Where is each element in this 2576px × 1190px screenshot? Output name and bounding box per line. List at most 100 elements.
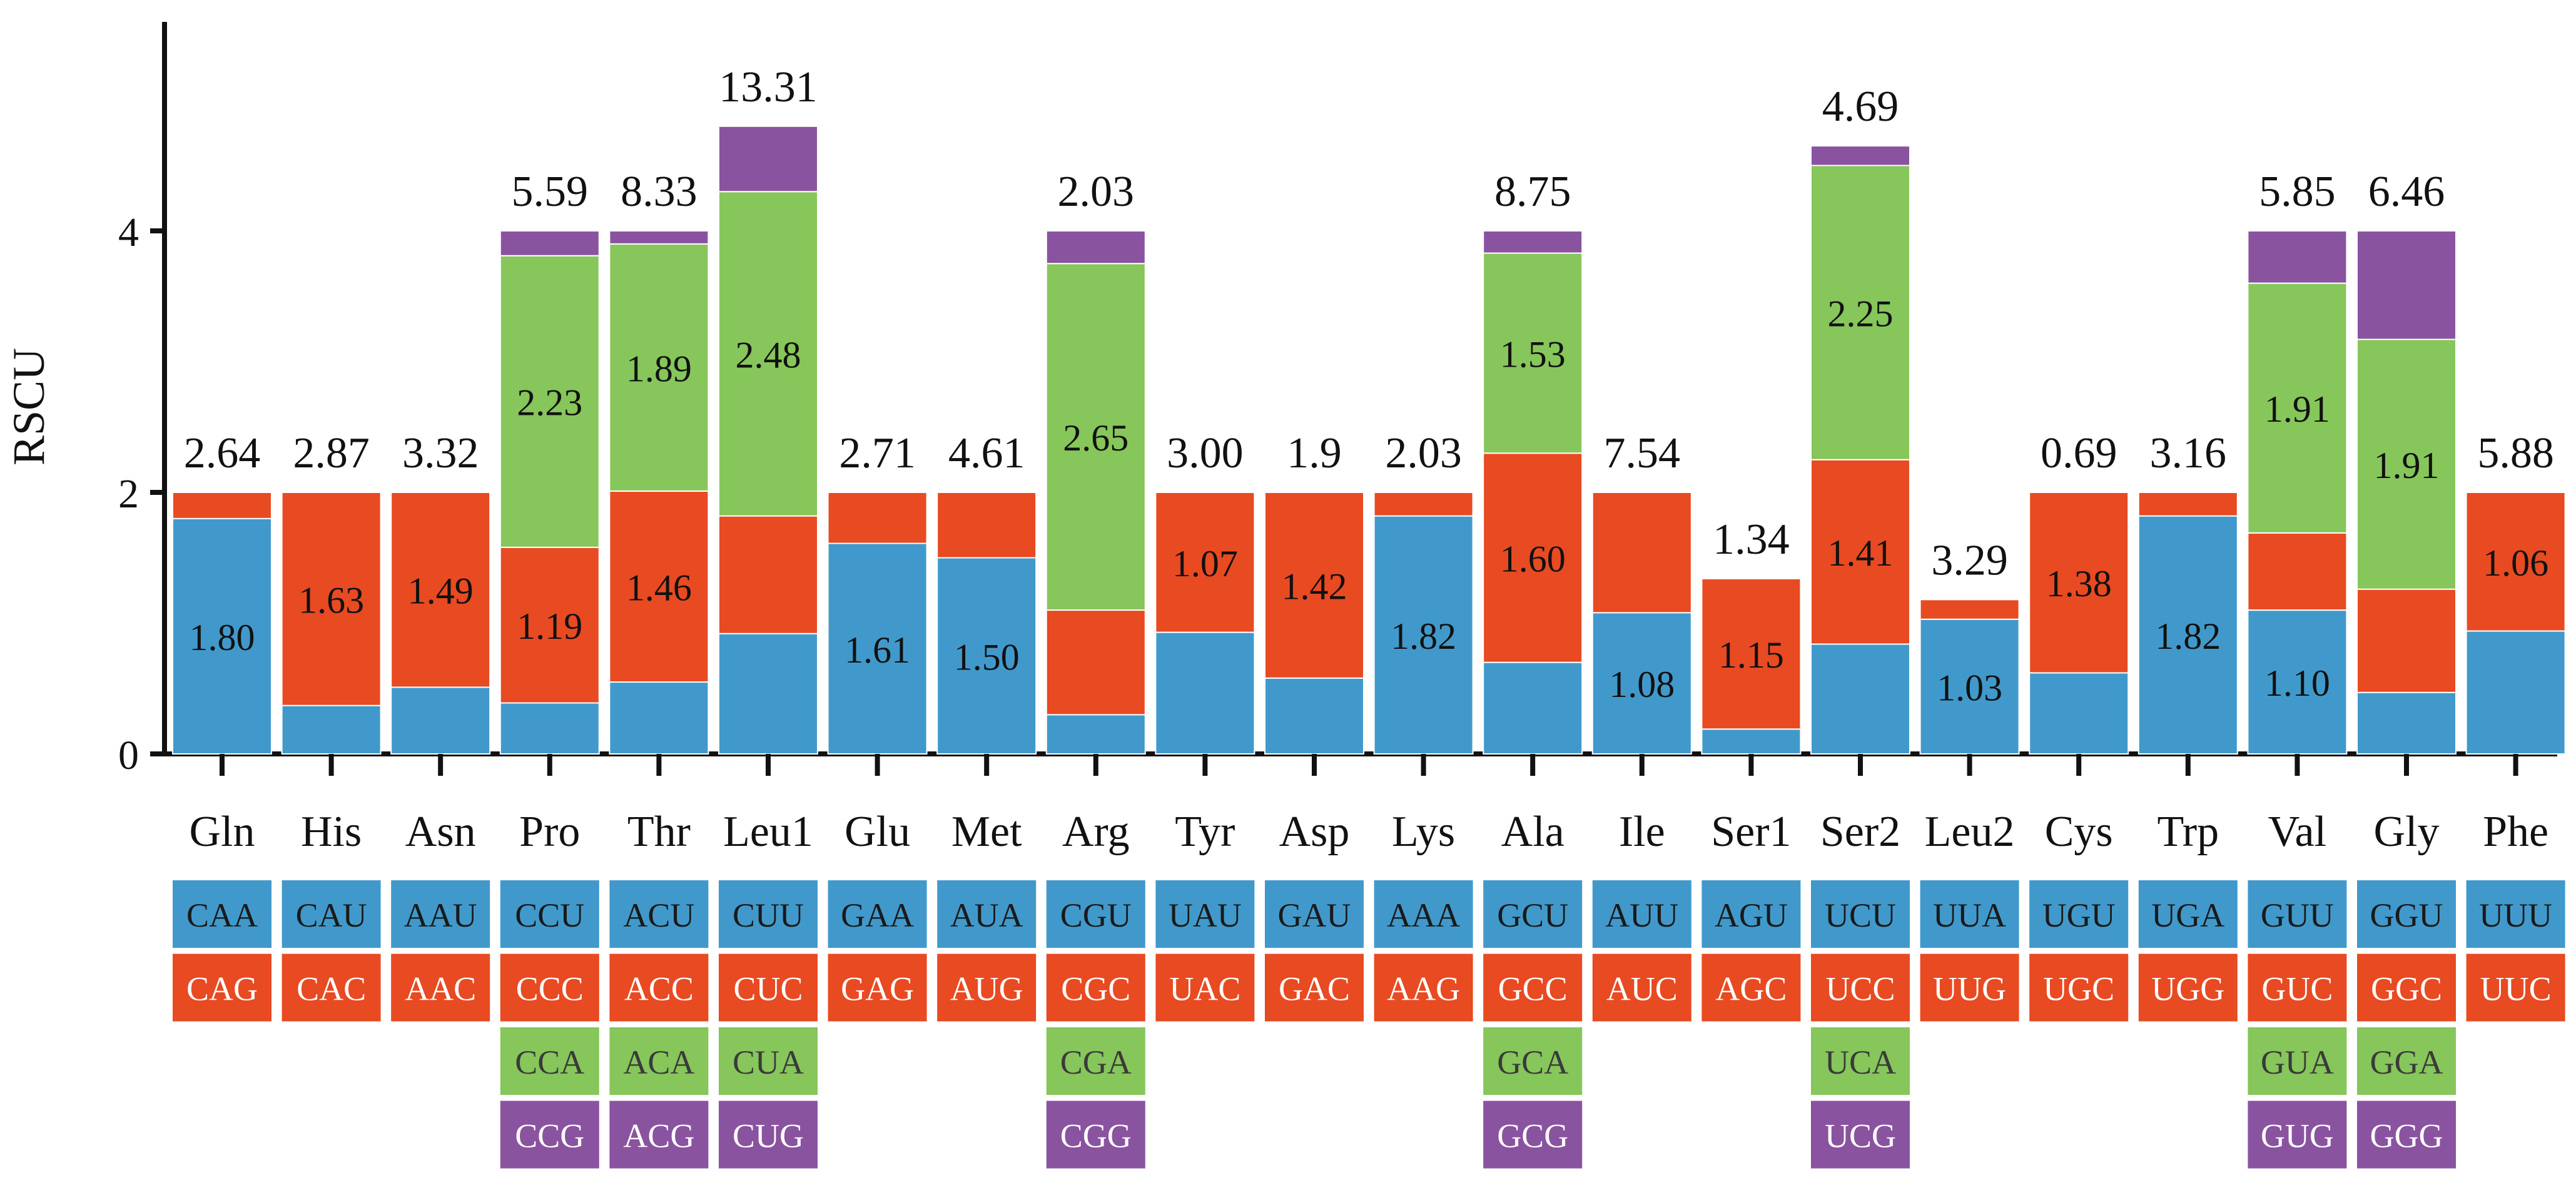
y-tick-label: 4 bbox=[118, 210, 139, 255]
total-value-label: 13.31 bbox=[719, 63, 818, 111]
codon-box-uca bbox=[1811, 1027, 1910, 1095]
codon-label: AAG bbox=[1387, 970, 1460, 1008]
bar-segment-ser1-2 bbox=[1701, 577, 1802, 730]
bar-segment-asn-2 bbox=[390, 492, 491, 688]
segment-value-label: 1.80 bbox=[190, 617, 255, 658]
codon-box-ucg bbox=[1811, 1101, 1910, 1169]
x-tick-label: Trp bbox=[2157, 808, 2219, 856]
codon-label: CCG bbox=[515, 1117, 584, 1155]
codon-label: UCG bbox=[1825, 1117, 1896, 1155]
codon-box-auc bbox=[1592, 954, 1691, 1022]
codon-box-ggu bbox=[2357, 880, 2456, 948]
bar-segment-ser2-1 bbox=[1810, 643, 1910, 755]
codon-box-ucu bbox=[1811, 880, 1910, 948]
y-tick-label: 0 bbox=[118, 733, 139, 778]
bar-segment-val-3 bbox=[2247, 282, 2348, 534]
codon-box-ugg bbox=[2138, 954, 2238, 1022]
x-tick-label: Cys bbox=[2045, 808, 2113, 856]
codon-label: ACA bbox=[623, 1044, 694, 1081]
total-value-label: 2.87 bbox=[293, 429, 370, 477]
x-tick-label: Arg bbox=[1062, 808, 1130, 856]
segment-value-label: 1.61 bbox=[844, 629, 910, 671]
codon-label: CCA bbox=[515, 1044, 584, 1081]
x-tick-label: Glu bbox=[844, 808, 910, 856]
codon-box-cgu bbox=[1046, 880, 1145, 948]
bar-segment-gly-1 bbox=[2356, 691, 2457, 755]
codon-box-gca bbox=[1483, 1027, 1583, 1095]
codon-box-ccc bbox=[500, 954, 599, 1022]
bar-segment-gln-2 bbox=[172, 492, 272, 519]
bar-segment-cys-2 bbox=[2029, 492, 2129, 674]
bar-segment-arg-4 bbox=[1045, 230, 1146, 265]
codon-box-ccu bbox=[500, 880, 599, 948]
bar-segment-gln-1 bbox=[172, 517, 272, 755]
codon-label: CUG bbox=[733, 1117, 804, 1155]
bar-segment-arg-2 bbox=[1045, 609, 1146, 716]
bar-segment-ile-1 bbox=[1591, 612, 1692, 755]
codon-box-aaa bbox=[1374, 880, 1473, 948]
codon-box-cac bbox=[281, 954, 381, 1022]
codon-label: CCC bbox=[516, 970, 584, 1008]
codon-box-acu bbox=[609, 880, 709, 948]
codon-box-cug bbox=[719, 1101, 818, 1169]
codon-label: GCU bbox=[1497, 897, 1568, 934]
codon-box-cgg bbox=[1046, 1101, 1145, 1169]
codon-label: GGG bbox=[2370, 1117, 2443, 1155]
codon-box-cca bbox=[500, 1027, 599, 1095]
bar-segment-ile-2 bbox=[1591, 492, 1692, 614]
codon-label: CGU bbox=[1060, 897, 1132, 934]
bar-segment-val-4 bbox=[2247, 230, 2348, 284]
codon-label: ACC bbox=[624, 970, 694, 1008]
segment-value-label: 1.41 bbox=[1828, 532, 1894, 574]
x-tick-label: Leu2 bbox=[1925, 808, 2015, 856]
x-tick-label: Pro bbox=[519, 808, 580, 856]
segment-value-label: 2.48 bbox=[736, 334, 801, 375]
bar-segment-phe-1 bbox=[2465, 630, 2566, 755]
x-tick-label: His bbox=[301, 808, 362, 856]
x-tick-label: Gln bbox=[190, 808, 255, 856]
codon-box-cua bbox=[719, 1027, 818, 1095]
x-tick-label: Met bbox=[951, 808, 1022, 856]
codon-box-gau bbox=[1265, 880, 1364, 948]
codon-box-uga bbox=[2138, 880, 2238, 948]
bar-segment-glu-1 bbox=[827, 542, 928, 755]
codon-label: UUU bbox=[2479, 897, 2552, 934]
bar-segment-arg-3 bbox=[1045, 263, 1146, 611]
segment-value-label: 1.53 bbox=[1500, 333, 1566, 375]
bar-segment-trp-2 bbox=[2137, 492, 2238, 517]
x-tick-label: Tyr bbox=[1175, 808, 1235, 856]
codon-label: GCA bbox=[1497, 1044, 1568, 1081]
segment-value-label: 1.15 bbox=[1718, 634, 1784, 676]
codon-label: CUC bbox=[733, 970, 803, 1008]
total-value-label: 1.34 bbox=[1713, 516, 1790, 564]
codon-box-gag bbox=[828, 954, 927, 1022]
segment-value-label: 1.82 bbox=[2155, 616, 2221, 657]
codon-box-ugc bbox=[2029, 954, 2129, 1022]
y-axis-label: RSCU bbox=[4, 348, 54, 465]
bar-segment-lys-1 bbox=[1373, 515, 1474, 755]
codon-label: UCC bbox=[1825, 970, 1895, 1008]
bar-segment-tyr-2 bbox=[1155, 492, 1255, 633]
segment-value-label: 1.91 bbox=[2264, 389, 2330, 430]
bar-segment-ser1-1 bbox=[1701, 728, 1802, 755]
codon-box-uug bbox=[1920, 954, 2019, 1022]
bar-segment-trp-1 bbox=[2137, 515, 2238, 755]
total-value-label: 2.71 bbox=[839, 429, 916, 477]
codon-label: CUU bbox=[733, 897, 804, 934]
codon-box-caa bbox=[173, 880, 271, 948]
total-value-label: 2.64 bbox=[184, 429, 261, 477]
codon-label: AGU bbox=[1715, 897, 1788, 934]
codon-box-agu bbox=[1701, 880, 1801, 948]
codon-label: GGA bbox=[2370, 1044, 2443, 1081]
segment-value-label: 1.19 bbox=[517, 606, 582, 647]
codon-label: CUA bbox=[733, 1044, 804, 1081]
codon-label: CAA bbox=[186, 897, 258, 934]
total-value-label: 2.03 bbox=[1385, 429, 1462, 477]
bar-segment-pro-1 bbox=[499, 702, 600, 755]
codon-label: GUC bbox=[2261, 970, 2333, 1008]
codon-box-agc bbox=[1701, 954, 1801, 1022]
codon-box-ucc bbox=[1811, 954, 1910, 1022]
codon-label: GGU bbox=[2370, 897, 2443, 934]
total-value-label: 6.46 bbox=[2368, 168, 2445, 216]
x-tick-label: Gly bbox=[2374, 808, 2440, 856]
